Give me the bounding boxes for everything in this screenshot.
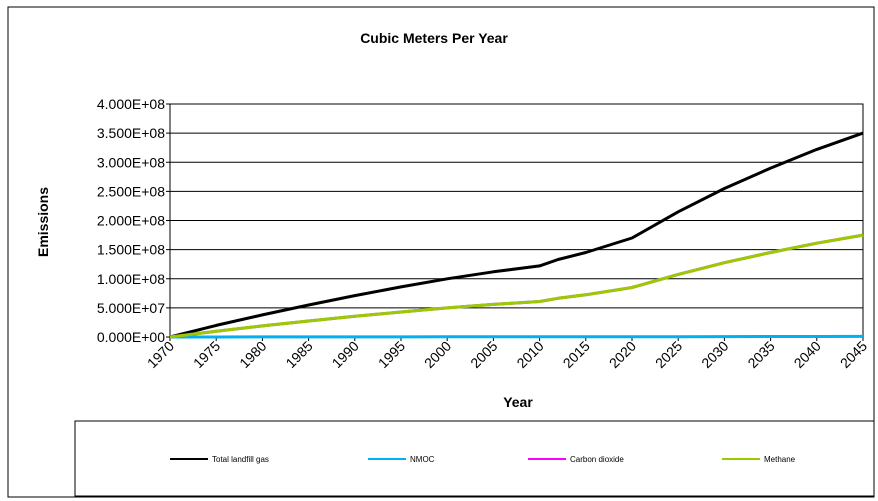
chart-border — [7, 6, 875, 498]
legend-label: Methane — [764, 455, 796, 464]
y-tick-label: 2.500E+08 — [97, 183, 165, 199]
y-tick-label: 2.000E+08 — [97, 213, 165, 229]
y-tick-label: 3.000E+08 — [97, 154, 165, 170]
series-line — [169, 131, 864, 339]
y-tick-label: 1.500E+08 — [97, 242, 165, 258]
y-tick-label: 4.000E+08 — [97, 96, 165, 112]
series-line — [170, 334, 864, 339]
y-tick-label: 0.000E+00 — [97, 329, 165, 345]
y-axis-ticks: 0.000E+00 5.000E+07 1.000E+08 1.500E+08 2.00… — [97, 96, 170, 345]
y-tick-label: 3.500E+08 — [97, 125, 165, 141]
y-tick-label: 1.000E+08 — [97, 271, 165, 287]
y-axis-title: Emissions — [35, 187, 51, 257]
legend-label: Carbon dioxide — [570, 455, 624, 464]
x-axis-title: Year — [503, 394, 533, 410]
series-lines — [169, 131, 864, 339]
legend-label: Total landfill gas — [212, 455, 269, 464]
chart-title: Cubic Meters Per Year — [360, 30, 508, 46]
series-line — [169, 233, 864, 339]
y-tick-label: 5.000E+07 — [97, 300, 165, 316]
legend-label: NMOC — [410, 455, 435, 464]
legend: Total landfill gas NMOC Carbon dioxide Meth… — [170, 455, 796, 464]
